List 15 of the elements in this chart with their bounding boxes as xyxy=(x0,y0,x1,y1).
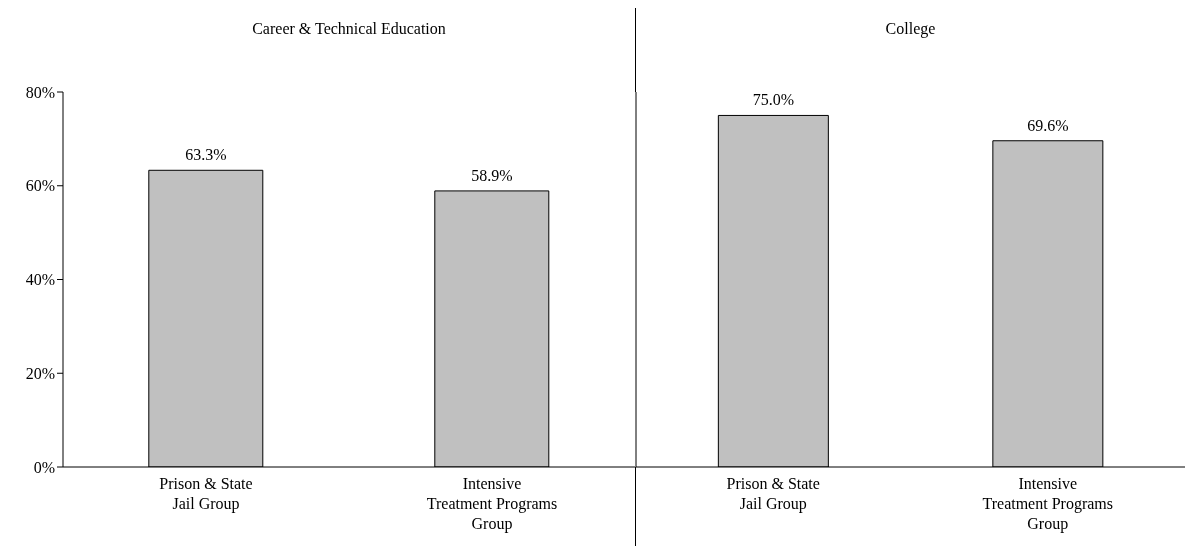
y-tick-label: 20% xyxy=(25,364,55,382)
x-tick-label: Intensive Treatment Programs Group xyxy=(426,475,558,533)
y-tick-label: 0% xyxy=(33,458,55,476)
chart-title: Career & Technical Education xyxy=(251,20,447,38)
data-label: 69.6% xyxy=(1027,116,1069,134)
x-tick-label: Prison & State Jail Group xyxy=(726,475,820,513)
x-tick-label: Prison & State Jail Group xyxy=(159,475,253,513)
data-label: 63.3% xyxy=(185,146,227,164)
data-label: 75.0% xyxy=(752,91,795,109)
data-label: 58.9% xyxy=(471,166,513,184)
y-tick-label: 40% xyxy=(25,271,55,289)
y-tick-label: 80% xyxy=(25,83,55,101)
y-tick-label: 60% xyxy=(25,177,55,195)
x-tick-label: Intensive Treatment Programs Group xyxy=(982,475,1114,533)
chart-title: College xyxy=(884,20,937,38)
